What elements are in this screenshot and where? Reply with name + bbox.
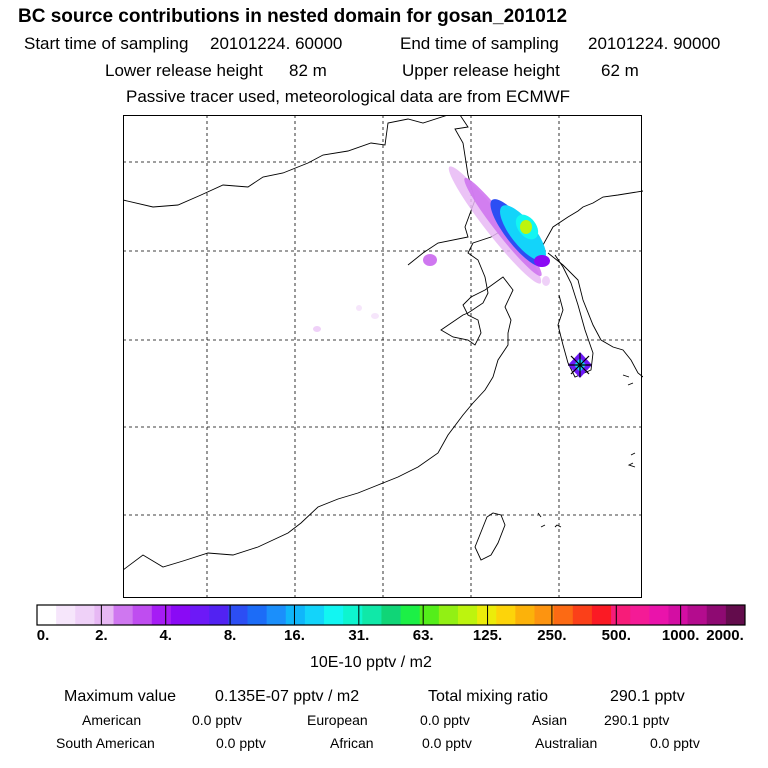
region-european-value: 0.0 pptv xyxy=(420,712,470,728)
colorbar-cell xyxy=(457,605,478,625)
region-australian-name: Australian xyxy=(535,735,598,751)
region-american-name: American xyxy=(82,712,142,728)
colorbar-tick-label: 2. xyxy=(95,627,108,644)
plume-peak xyxy=(520,220,532,234)
total-mixing-label: Total mixing ratio xyxy=(428,688,549,705)
colorbar-frame xyxy=(36,604,746,626)
colorbar-tick-label: 250. xyxy=(537,627,567,644)
colorbar-cell xyxy=(668,605,689,625)
lower-height-label: Lower release height xyxy=(105,61,263,80)
colorbar-cell xyxy=(477,605,497,625)
end-time-label: End time of sampling xyxy=(400,34,559,53)
region-asian-name: Asian xyxy=(532,712,568,728)
tracer-note: Passive tracer used, meteorological data… xyxy=(126,87,571,106)
start-time-label: Start time of sampling xyxy=(24,34,189,53)
upper-height-label: Upper release height xyxy=(402,61,560,80)
max-value: 0.135E-07 pptv / m2 xyxy=(215,688,360,705)
colorbar-cell xyxy=(534,605,555,625)
region-african-name: African xyxy=(330,735,374,751)
colorbar-tick-label: 0. xyxy=(36,627,50,644)
colorbar-cell xyxy=(515,605,536,625)
colorbar-cell xyxy=(591,605,612,625)
colorbar-tick-label: 8. xyxy=(223,627,237,644)
colorbar-cell xyxy=(419,605,440,625)
colorbar-cell xyxy=(209,605,229,625)
plume-layer xyxy=(313,166,550,332)
colorbar-cell xyxy=(381,605,402,625)
colorbar-cell xyxy=(56,605,76,625)
concentration-map xyxy=(123,115,643,599)
upper-height-value: 62 m xyxy=(601,61,639,80)
colorbar-cell xyxy=(228,605,248,625)
region-european-name: European xyxy=(307,712,368,728)
plume-west-spot xyxy=(423,254,437,266)
colorbar-tick-label: 31. xyxy=(348,627,370,644)
plume-faint-3 xyxy=(356,305,362,311)
colorbar-cell xyxy=(362,605,382,625)
chart-title: BC source contributions in nested domain… xyxy=(18,6,568,27)
colorbar-tick-label: 125. xyxy=(472,627,503,644)
region-south-american-name: South American xyxy=(56,735,155,751)
colorbar-cell xyxy=(343,605,363,625)
colorbar-cell xyxy=(572,605,593,625)
colorbar-cell xyxy=(687,605,708,625)
colorbar xyxy=(36,604,746,626)
plume-tail xyxy=(534,255,550,267)
region-american-value: 0.0 pptv xyxy=(192,712,242,728)
colorbar-cell xyxy=(496,605,516,625)
colorbar-cell xyxy=(75,605,95,625)
colorbar-cell xyxy=(649,605,669,625)
colorbar-tick-label: 2000. xyxy=(706,627,744,644)
colorbar-tick-label: 63. xyxy=(412,627,434,644)
colorbar-tick-label: 4. xyxy=(159,627,172,644)
plume-speck xyxy=(542,276,550,286)
colorbar-cell xyxy=(553,605,574,625)
colorbar-cell xyxy=(132,605,153,625)
start-time-value: 20101224. 60000 xyxy=(210,34,343,53)
receptor-marker-icon xyxy=(568,353,592,377)
colorbar-tick-label: 500. xyxy=(601,627,631,644)
region-australian-value: 0.0 pptv xyxy=(650,735,700,751)
colorbar-cell xyxy=(630,605,650,625)
colorbar-cell xyxy=(400,605,421,625)
colorbar-cell xyxy=(438,605,459,625)
region-asian-value: 290.1 pptv xyxy=(604,712,670,728)
colorbar-cell xyxy=(324,605,344,625)
lower-height-value: 82 m xyxy=(289,61,327,80)
colorbar-cell xyxy=(113,605,134,625)
receptor-site xyxy=(568,352,592,378)
plume-faint-1 xyxy=(313,326,321,332)
plume-faint-2 xyxy=(371,313,379,319)
region-south-american-value: 0.0 pptv xyxy=(216,735,266,751)
colorbar-tick-label: 16. xyxy=(284,627,305,644)
colorbar-cell xyxy=(190,605,210,625)
colorbar-cell xyxy=(266,605,287,625)
total-mixing-value: 290.1 pptv xyxy=(610,688,685,705)
end-time-value: 20101224. 90000 xyxy=(588,34,721,53)
map-frame xyxy=(123,115,642,598)
colorbar-tick-label: 1000. xyxy=(661,627,700,644)
colorbar-cell xyxy=(247,605,268,625)
colorbar-cell xyxy=(37,605,57,625)
colorbar-cell xyxy=(170,605,191,625)
colorbar-cell xyxy=(304,605,325,625)
colorbar-cell xyxy=(611,605,631,625)
colorbar-cell xyxy=(706,605,727,625)
colorbar-cell xyxy=(94,605,115,625)
region-african-value: 0.0 pptv xyxy=(422,735,472,751)
colorbar-cell xyxy=(285,605,306,625)
colorbar-cell xyxy=(725,605,746,625)
colorbar-cell xyxy=(151,605,172,625)
max-value-label: Maximum value xyxy=(64,688,177,705)
colorbar-unit: 10E-10 pptv / m2 xyxy=(310,654,432,671)
